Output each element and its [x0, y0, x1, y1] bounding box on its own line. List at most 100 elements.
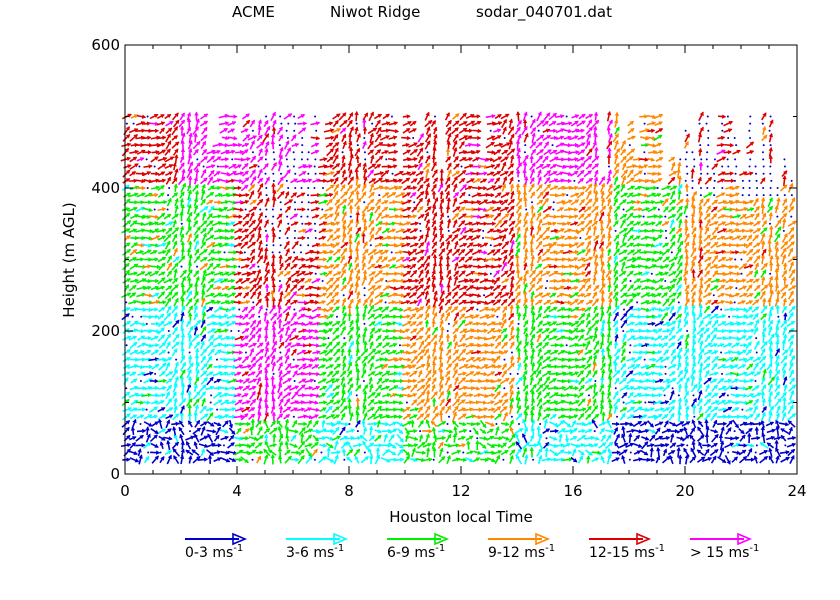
missing-dot	[299, 244, 302, 247]
wind-vector-head	[498, 142, 504, 147]
wind-vector-head	[166, 213, 172, 218]
wind-vector-head	[180, 448, 185, 453]
wind-vector-head	[256, 268, 262, 274]
wind-vector-head	[415, 278, 420, 284]
wind-vector-head	[279, 146, 284, 152]
wind-vector-head	[225, 164, 230, 169]
wind-vector-head	[342, 311, 347, 317]
wind-vector-head	[497, 257, 503, 262]
wind-vector-head	[278, 219, 283, 224]
wind-vector-head	[277, 318, 283, 323]
wind-vector-head	[174, 227, 180, 232]
wind-vector-head	[224, 392, 229, 397]
missing-dot	[293, 129, 296, 132]
wind-vector-head	[174, 112, 179, 118]
missing-dot	[285, 158, 288, 161]
wind-vector-head	[160, 407, 166, 412]
wind-vector-head	[342, 297, 347, 303]
missing-dot	[279, 351, 282, 354]
wind-vector-head	[398, 400, 404, 405]
wind-vector-head	[329, 164, 335, 169]
wind-vector-head	[329, 264, 335, 269]
wind-vector-head	[407, 199, 412, 204]
wind-vector-head	[160, 400, 165, 405]
wind-vector-head	[178, 426, 183, 432]
wind-vector-head	[133, 299, 138, 305]
wind-vector-head	[203, 421, 208, 426]
wind-vector-head	[202, 304, 207, 310]
wind-vector-head	[307, 350, 313, 355]
wind-vector-head	[211, 328, 216, 333]
wind-vector-head	[188, 455, 193, 460]
wind-vector-head	[453, 219, 458, 224]
wind-vector-head	[461, 443, 467, 448]
missing-dot	[230, 330, 233, 332]
wind-vector-head	[315, 300, 320, 305]
wind-vector-head	[133, 349, 139, 354]
wind-vector-head	[126, 349, 132, 354]
wind-vector-head	[285, 434, 290, 439]
wind-vector-head	[166, 312, 172, 318]
missing-dot	[139, 380, 142, 383]
wind-vector-head	[172, 391, 177, 397]
wind-vector-head	[141, 322, 147, 327]
wind-vector-head	[469, 335, 474, 340]
wind-vector-head	[498, 264, 503, 269]
missing-dot	[385, 158, 388, 161]
wind-vector-head	[294, 429, 299, 434]
wind-vector-head	[362, 162, 367, 167]
wind-vector-head	[180, 326, 185, 331]
wind-vector-head	[362, 218, 368, 223]
wind-vector-head	[126, 457, 131, 462]
wind-vector-head	[277, 425, 282, 431]
wind-vector-head	[379, 171, 385, 176]
wind-vector-head	[491, 458, 496, 463]
wind-vector-head	[173, 233, 178, 239]
wind-vector-head	[202, 405, 207, 411]
wind-vector-head	[321, 235, 327, 241]
wind-vector-head	[349, 319, 354, 325]
missing-dot	[140, 315, 143, 318]
wind-vector-head	[125, 391, 131, 396]
wind-vector-head	[173, 305, 178, 310]
missing-dot	[348, 422, 351, 425]
wind-vector-head	[162, 300, 167, 305]
wind-vector-head	[309, 271, 314, 276]
wind-vector-head	[202, 370, 208, 375]
missing-dot	[419, 222, 422, 225]
wind-vector-head	[167, 197, 172, 203]
wind-vector-head	[180, 440, 185, 445]
wind-vector-head	[224, 157, 230, 162]
wind-vector-head	[454, 275, 459, 281]
wind-vector-head	[293, 443, 299, 448]
wind-vector-head	[445, 255, 451, 260]
wind-vector-head	[323, 400, 328, 405]
wind-vector-head	[492, 335, 497, 340]
wind-vector-head	[433, 211, 438, 217]
wind-vector-head	[154, 228, 160, 233]
missing-dot	[189, 430, 192, 433]
wind-vector-head	[295, 457, 300, 462]
wind-vector-head	[127, 407, 133, 412]
wind-vector-head	[370, 154, 375, 159]
wind-vector-head	[201, 241, 206, 246]
wind-vector-head	[231, 407, 237, 412]
missing-dot	[300, 215, 303, 218]
missing-dot	[419, 430, 422, 433]
wind-vector-head	[160, 320, 165, 325]
wind-vector-head	[433, 290, 438, 295]
wind-vector-head	[188, 269, 193, 274]
wind-vector-head	[193, 305, 198, 310]
wind-vector-head	[454, 261, 459, 267]
missing-dot	[307, 187, 310, 189]
wind-vector-head	[238, 228, 243, 233]
wind-vector-head	[355, 190, 360, 195]
wind-vector-head	[270, 375, 275, 380]
wind-vector-head	[223, 357, 229, 362]
wind-vector-head	[125, 426, 130, 432]
wind-vector-head	[188, 283, 193, 288]
wind-vector-head	[285, 283, 290, 288]
wind-vector-head	[126, 371, 131, 376]
wind-vector-head	[181, 305, 186, 311]
wind-vector-head	[468, 321, 474, 326]
